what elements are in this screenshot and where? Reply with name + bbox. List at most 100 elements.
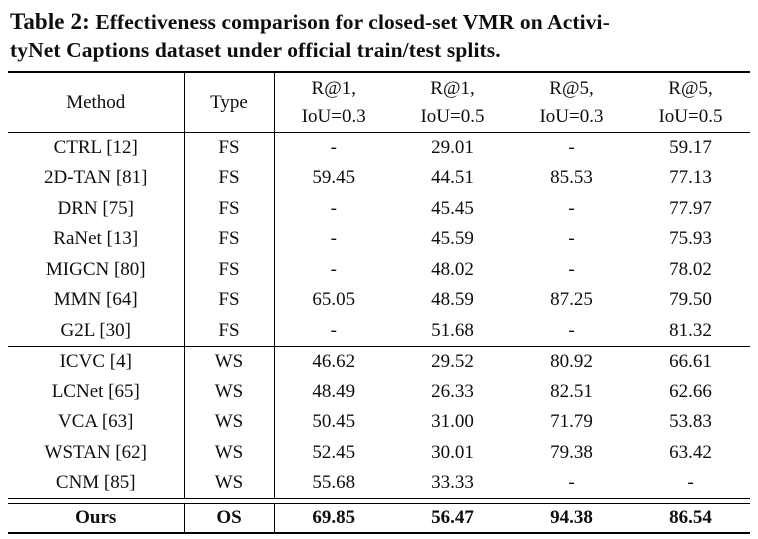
ours-row: Ours OS 69.85 56.47 94.38 86.54 (8, 503, 750, 534)
value-cell: 26.33 (431, 380, 474, 402)
value-cell: 56.47 (393, 503, 512, 534)
table-row: RaNet [13] FS - 45.59 - 75.93 (8, 224, 750, 255)
value-cell: 59.45 (312, 167, 356, 189)
value-cell: 48.49 (312, 380, 356, 402)
type-cell: FS (184, 193, 275, 224)
method-cell: WSTAN [62] (8, 437, 185, 468)
value-cell: 75.93 (669, 228, 712, 250)
type-cell: WS (184, 437, 275, 468)
value-cell: 79.38 (550, 441, 593, 463)
type-cell: WS (184, 468, 275, 499)
type-cell: FS (184, 224, 275, 255)
header-row: Method Type R@1, IoU=0.3 R@1, IoU=0.5 R@… (8, 71, 750, 133)
table-row: MMN [64] FS 65.05 48.59 87.25 79.50 (8, 285, 750, 316)
method-cell: DRN [75] (8, 193, 185, 224)
value-cell: 94.38 (512, 503, 631, 534)
table-row: VCA [63] WS 50.45 31.00 71.79 53.83 (8, 407, 750, 438)
value-cell: 78.02 (669, 258, 712, 280)
ours-section: Ours OS 69.85 56.47 94.38 86.54 (8, 503, 750, 534)
value-cell: 48.02 (431, 258, 474, 280)
value-cell: 51.68 (393, 315, 512, 347)
value-cell: 69.85 (274, 503, 393, 534)
method-cell: CNM [85] (8, 468, 185, 499)
col-header-type: Type (184, 71, 275, 133)
value-cell: 48.59 (431, 289, 474, 311)
value-cell: 44.51 (431, 167, 474, 189)
value-cell: 46.62 (312, 350, 356, 372)
type-cell: WS (184, 346, 275, 377)
value-cell: 86.54 (631, 503, 750, 534)
type-cell: WS (184, 376, 275, 407)
value-cell: - (330, 197, 337, 219)
caption-line2: tyNet Captions dataset under official tr… (10, 38, 501, 62)
table-row: CTRL [12] FS - 29.01 - 59.17 (8, 132, 750, 163)
method-cell: 2D-TAN [81] (8, 163, 185, 194)
value-cell: - (330, 228, 337, 250)
value-cell: 79.50 (669, 289, 712, 311)
table-row: CNM [85] WS 55.68 33.33- - (8, 468, 750, 499)
method-cell: ICVC [4] (8, 346, 185, 377)
value-cell: - (631, 468, 750, 499)
type-cell: FS (184, 163, 275, 194)
type-cell: FS (184, 315, 275, 347)
type-cell: FS (184, 285, 275, 316)
table-row: DRN [75] FS - 45.45 - 77.97 (8, 193, 750, 224)
col-header-r1-iou03: R@1, IoU=0.3 (274, 71, 393, 133)
value-cell: 50.45 (312, 411, 356, 433)
type-cell: WS (184, 407, 275, 438)
value-cell: 82.51 (550, 380, 593, 402)
method-cell: LCNet [65] (8, 376, 185, 407)
value-cell: 33.33 (393, 468, 512, 499)
table-row: LCNet [65] WS 48.49 26.33 82.51 62.66 (8, 376, 750, 407)
ws-section: ICVC [4] WS 46.62 29.52 80.92 66.61 LCNet [65]… (8, 346, 750, 499)
value-cell: - (568, 228, 575, 250)
table-row: WSTAN [62] WS 52.45 30.01 79.38 63.42 (8, 437, 750, 468)
metric-name: R@1, (311, 77, 356, 99)
value-cell: 53.83 (669, 411, 712, 433)
metric-threshold: IoU=0.3 (301, 105, 366, 127)
results-table: Method Type R@1, IoU=0.3 R@1, IoU=0.5 R@… (8, 71, 750, 534)
value-cell: 81.32 (631, 315, 750, 347)
type-cell: FS (184, 254, 275, 285)
table-caption: Table 2: Effectiveness comparison for cl… (0, 0, 758, 64)
metric-name: R@5, (668, 77, 713, 99)
method-cell: MMN [64] (8, 285, 185, 316)
value-cell: 62.66 (669, 380, 712, 402)
type-cell: OS (184, 503, 275, 534)
value-cell: 77.97 (669, 197, 712, 219)
caption-label: Table 2: (10, 9, 90, 34)
type-cell: FS (184, 132, 275, 163)
double-rule-gap (8, 498, 750, 504)
value-cell: 66.61 (669, 350, 712, 372)
method-cell: MIGCN [80] (8, 254, 185, 285)
value-cell: - (330, 137, 337, 158)
double-rule (8, 498, 750, 504)
value-cell: - (568, 137, 575, 158)
value-cell: - (512, 315, 631, 347)
col-header-method: Method (8, 71, 185, 133)
table-row: G2L [30] FS -51.68-81.32 (8, 315, 750, 347)
metric-threshold: IoU=0.5 (658, 105, 723, 127)
table-row: MIGCN [80] FS - 48.02 - 78.02 (8, 254, 750, 285)
metric-name: R@5, (549, 77, 594, 99)
value-cell: 87.25 (550, 289, 593, 311)
value-cell: 80.92 (550, 350, 593, 372)
value-cell: 77.13 (669, 167, 712, 189)
value-cell: 45.59 (431, 228, 474, 250)
value-cell: - (568, 258, 575, 280)
method-cell: CTRL [12] (8, 132, 185, 163)
metric-threshold: IoU=0.5 (420, 105, 485, 127)
double-rule-spacer (8, 498, 750, 504)
value-cell: 65.05 (312, 289, 356, 311)
value-cell: 29.01 (431, 137, 474, 158)
value-cell: 71.79 (550, 411, 593, 433)
value-cell: 63.42 (669, 441, 712, 463)
table-row: 2D-TAN [81] FS 59.45 44.51 85.53 77.13 (8, 163, 750, 194)
method-cell: G2L [30] (8, 315, 185, 347)
method-cell: Ours (8, 503, 185, 534)
value-cell: 45.45 (431, 197, 474, 219)
method-cell: VCA [63] (8, 407, 185, 438)
metric-threshold: IoU=0.3 (539, 105, 604, 127)
table-header: Method Type R@1, IoU=0.3 R@1, IoU=0.5 R@… (8, 71, 750, 133)
